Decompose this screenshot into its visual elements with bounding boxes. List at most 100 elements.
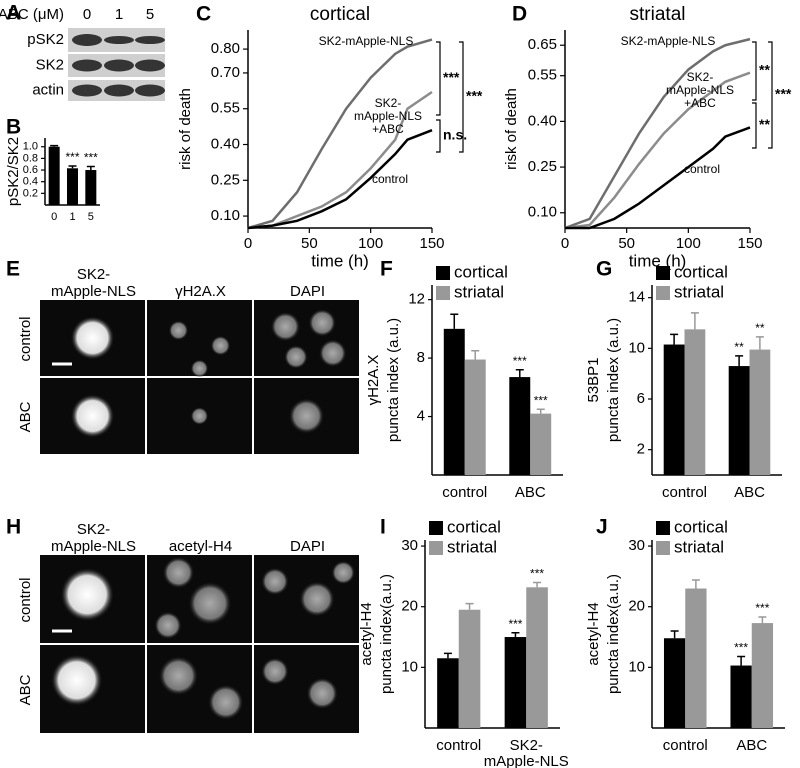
series-label: SK2-mApple-NLS (319, 34, 414, 48)
bar (526, 587, 548, 728)
y-tick-label: 30 (401, 537, 418, 554)
legend-label: striatal (674, 282, 724, 301)
x-tick-label: control (663, 737, 708, 754)
y-axis-label: risk of death (177, 88, 194, 170)
bar (728, 366, 750, 475)
cell (261, 567, 289, 596)
x-tick-label: ABC (515, 484, 546, 501)
panel-letter: C (196, 3, 211, 26)
bar (730, 665, 752, 728)
legend-label: cortical (674, 262, 728, 281)
x-tick-label: SK2- (510, 737, 543, 754)
x-tick-label: 1 (69, 211, 75, 223)
error-bar (691, 579, 700, 589)
x-tick-label: control (662, 484, 707, 501)
legend-swatch (656, 521, 670, 535)
error-bar (690, 312, 699, 330)
cell (70, 394, 115, 438)
y-tick-label: 14 (628, 289, 645, 306)
y-tick-label: 12 (408, 291, 425, 308)
chart-title: cortical (310, 4, 370, 25)
panel-letter: A (6, 2, 21, 25)
panel-letter: G (596, 258, 612, 281)
x-tick-label: 150 (419, 235, 444, 252)
y-tick-label: 0.70 (211, 64, 240, 81)
blot-band (135, 36, 165, 44)
x-tick-label: 150 (737, 235, 762, 252)
blot-row-label: pSK2 (27, 31, 64, 48)
x-tick-label: 0 (51, 211, 57, 223)
bar (684, 329, 706, 475)
cell (168, 320, 189, 341)
significance: *** (65, 150, 79, 164)
y-tick-label: 20 (628, 598, 645, 615)
bar (464, 359, 486, 475)
dose-label: 0 (83, 6, 91, 23)
significance: *** (466, 88, 483, 104)
error-bar (86, 165, 95, 171)
x-tick-label: 5 (88, 211, 94, 223)
series-line (564, 37, 751, 230)
error-bar (755, 336, 764, 350)
x-tick-label: 50 (618, 235, 635, 252)
cell (70, 316, 115, 360)
x-tick-label: mApple-NLS (484, 753, 569, 768)
column-header: SK2- (77, 266, 110, 283)
legend-swatch (429, 521, 443, 535)
cell (207, 684, 244, 721)
blot-band (104, 59, 134, 72)
series-line (564, 71, 751, 230)
error-bar (465, 602, 474, 610)
cell (318, 339, 347, 368)
series-line (565, 126, 751, 230)
x-axis-label: time (h) (629, 251, 687, 270)
blot-row-label: SK2 (36, 56, 64, 73)
x-tick-label: 0 (561, 235, 569, 252)
y-tick-label: 0.10 (528, 204, 557, 221)
y-tick-label: 0.55 (528, 67, 557, 84)
bar (751, 623, 774, 728)
significance: *** (513, 354, 527, 368)
error-bar (670, 630, 679, 639)
x-tick-label: ABC (734, 484, 765, 501)
blot-band (72, 34, 102, 46)
cell (188, 581, 232, 626)
series-label: control (372, 172, 408, 186)
legend-swatch (429, 541, 443, 555)
chart-title: striatal (630, 4, 686, 25)
series-label: SK2- (375, 96, 402, 110)
error-bar (737, 655, 746, 666)
bar (749, 349, 771, 475)
error-bar (515, 369, 524, 378)
micrograph (254, 300, 359, 376)
x-tick-label: control (442, 484, 487, 501)
dose-label: 1 (115, 6, 123, 23)
y-axis-label: acetyl-H4 (585, 602, 602, 665)
error-bar (758, 616, 767, 624)
y-tick-label: 4 (417, 408, 425, 425)
series-label: SK2- (687, 70, 714, 84)
significance: *** (534, 393, 548, 407)
column-header: acetyl-H4 (169, 538, 232, 555)
bar (530, 413, 552, 475)
column-header: mApple-NLS (51, 283, 136, 300)
bracket (436, 119, 441, 153)
significance: *** (84, 151, 98, 165)
legend-label: striatal (454, 282, 504, 301)
y-tick-label: 0.65 (528, 36, 557, 53)
significance: *** (755, 601, 769, 615)
blot-band (135, 84, 165, 97)
cell (190, 407, 209, 425)
bracket (436, 41, 441, 116)
bar (437, 658, 459, 728)
cell (284, 345, 308, 369)
panel-letter: E (6, 258, 20, 281)
y-axis-label: puncta index (a.u.) (385, 318, 402, 442)
y-tick-label: 0.55 (211, 100, 240, 117)
x-tick-label: 100 (676, 235, 701, 252)
error-bar (735, 355, 744, 367)
bar (443, 328, 465, 475)
bar (85, 170, 97, 205)
x-tick-label: ABC (736, 737, 767, 754)
